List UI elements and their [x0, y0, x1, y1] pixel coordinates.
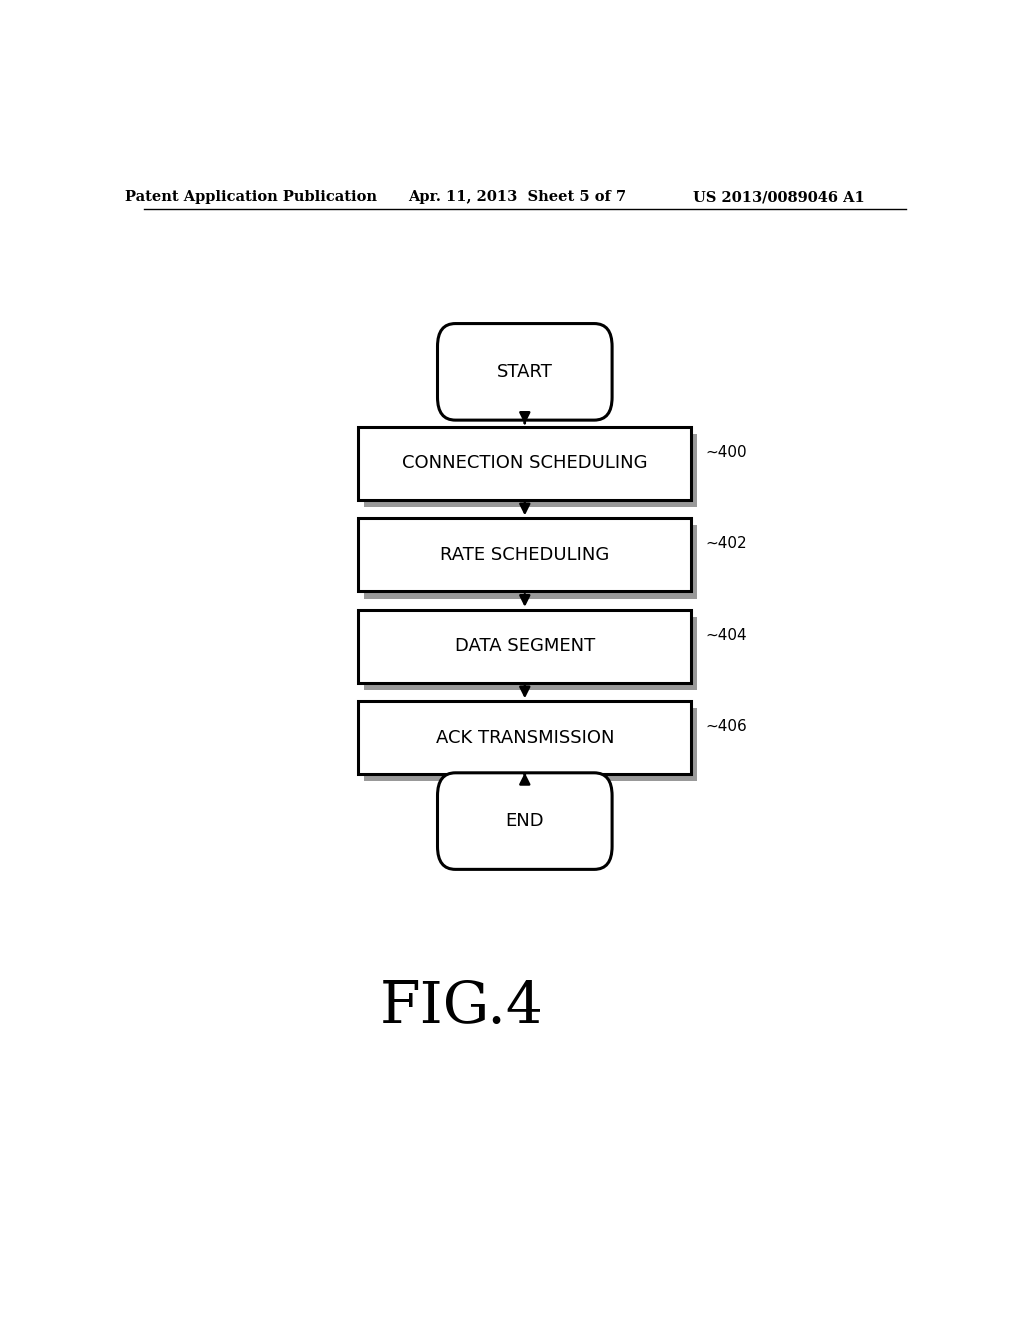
FancyBboxPatch shape — [358, 701, 691, 775]
Text: DATA SEGMENT: DATA SEGMENT — [455, 638, 595, 655]
FancyBboxPatch shape — [364, 616, 697, 690]
FancyBboxPatch shape — [364, 434, 697, 507]
Text: ~406: ~406 — [706, 719, 748, 734]
FancyBboxPatch shape — [437, 323, 612, 420]
FancyBboxPatch shape — [437, 772, 612, 870]
FancyBboxPatch shape — [358, 519, 691, 591]
FancyBboxPatch shape — [364, 709, 697, 781]
FancyBboxPatch shape — [358, 610, 691, 682]
Text: ACK TRANSMISSION: ACK TRANSMISSION — [435, 729, 614, 747]
Text: FIG.4: FIG.4 — [379, 979, 544, 1035]
Text: CONNECTION SCHEDULING: CONNECTION SCHEDULING — [402, 454, 647, 473]
Text: ~404: ~404 — [706, 628, 748, 643]
Text: START: START — [497, 363, 553, 381]
Text: ~400: ~400 — [706, 445, 748, 459]
Text: RATE SCHEDULING: RATE SCHEDULING — [440, 545, 609, 564]
Text: ~402: ~402 — [706, 536, 748, 552]
Text: END: END — [506, 812, 544, 830]
FancyBboxPatch shape — [358, 426, 691, 500]
Text: Apr. 11, 2013  Sheet 5 of 7: Apr. 11, 2013 Sheet 5 of 7 — [408, 190, 626, 205]
FancyBboxPatch shape — [364, 525, 697, 598]
Text: Patent Application Publication: Patent Application Publication — [125, 190, 377, 205]
Text: US 2013/0089046 A1: US 2013/0089046 A1 — [693, 190, 864, 205]
